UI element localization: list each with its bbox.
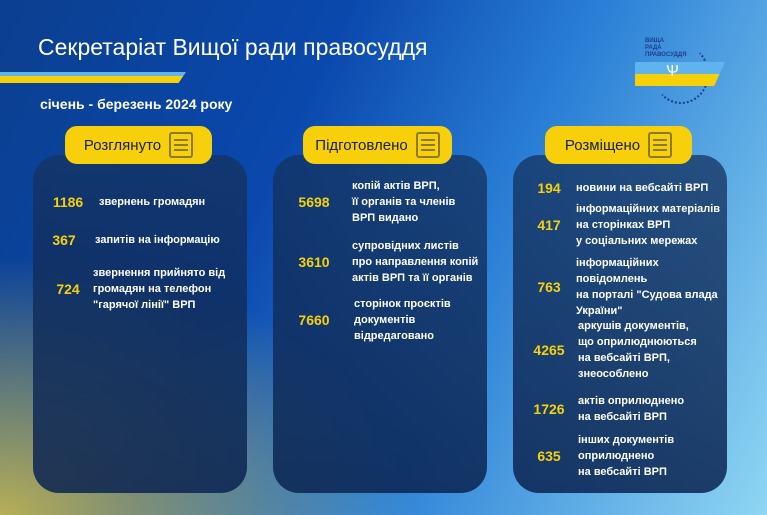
- pill-reviewed: Розглянуто: [65, 126, 212, 164]
- stat-item: 635 інших документів оприлюднено на вебса…: [530, 432, 674, 480]
- stat-text: звернення прийнято від громадян на телеф…: [93, 267, 226, 311]
- pill-prepared: Підготовлено: [303, 126, 452, 164]
- stat-text: копій актів ВРП, її органів та членів ВР…: [352, 180, 456, 224]
- stat-text: інших документів оприлюднено на вебсайті…: [578, 434, 675, 478]
- stat-value: 417: [537, 217, 561, 233]
- stat-item: 763 інформаційних повідомлень на порталі …: [530, 255, 718, 319]
- vrp-logo: Ѱ ВИЩА РАДА ПРАВОСУДДЯ: [635, 36, 727, 106]
- stat-value: 4265: [533, 342, 565, 358]
- stat-value: 635: [537, 448, 561, 464]
- stat-value: 1186: [52, 194, 84, 210]
- flag-stripe: [0, 72, 186, 83]
- stat-item: 1726 актів оприлюднено на вебсайті ВРП: [530, 393, 684, 425]
- period-subtitle: січень - березень 2024 року: [40, 96, 233, 112]
- card-published: [513, 155, 727, 493]
- stat-item: 3610 супровідних листів про направлення к…: [290, 238, 478, 286]
- stat-text: аркушів документів, що оприлюднюються на…: [578, 320, 697, 380]
- stat-value: 1726: [533, 401, 565, 417]
- stat-value: 763: [537, 279, 561, 295]
- stat-item: 4265 аркушів документів, що оприлюднюютьс…: [530, 318, 697, 382]
- monitor-icon: [648, 132, 673, 158]
- stat-item: 1186 звернень громадян: [45, 194, 205, 210]
- trident-icon: Ѱ: [666, 63, 679, 80]
- stat-text: інформаційних повідомлень на порталі "Су…: [576, 257, 718, 317]
- stat-text: актів оприлюднено на вебсайті ВРП: [578, 395, 685, 423]
- logo-text: ВИЩА РАДА ПРАВОСУДДЯ: [645, 38, 687, 58]
- stat-text: інформаційних матеріалів на сторінках ВР…: [576, 203, 721, 247]
- stat-text: звернень громадян: [99, 196, 206, 208]
- pill-label: Розміщено: [564, 136, 641, 154]
- stat-item: 194 новини на вебсайті ВРП: [530, 180, 708, 196]
- card-reviewed: [33, 155, 247, 493]
- stat-value: 7660: [298, 312, 330, 328]
- stat-item: 417 інформаційних матеріалів на сторінках…: [530, 201, 720, 249]
- flag-icon: [635, 62, 725, 86]
- pill-label: Розглянуто: [83, 136, 162, 154]
- stat-value: 5698: [298, 194, 330, 210]
- page-title: Секретаріат Вищої ради правосуддя: [38, 34, 428, 60]
- pill-label: Підготовлено: [315, 136, 408, 154]
- document-stamp-icon: [415, 132, 440, 158]
- stat-text: новини на вебсайті ВРП: [576, 182, 709, 194]
- stat-item: 367 запитів на інформацію: [45, 232, 220, 248]
- stat-item: 5698 копій актів ВРП, її органів та члені…: [290, 178, 455, 226]
- card-prepared: [273, 155, 487, 493]
- stat-text: запитів на інформацію: [95, 234, 220, 246]
- stat-value: 724: [56, 281, 80, 297]
- stat-value: 367: [52, 232, 76, 248]
- stat-text: супровідних листів про направлення копій…: [352, 240, 479, 284]
- pill-published: Розміщено: [545, 126, 692, 164]
- stat-item: 724 звернення прийнято від громадян на те…: [45, 265, 225, 313]
- stat-value: 3610: [298, 254, 330, 270]
- document-arrows-icon: [169, 132, 194, 158]
- stat-text: сторінок проєктів документів відредагова…: [354, 298, 451, 342]
- stat-value: 194: [537, 180, 561, 196]
- stat-item: 7660 сторінок проєктів документів відреда…: [290, 296, 451, 344]
